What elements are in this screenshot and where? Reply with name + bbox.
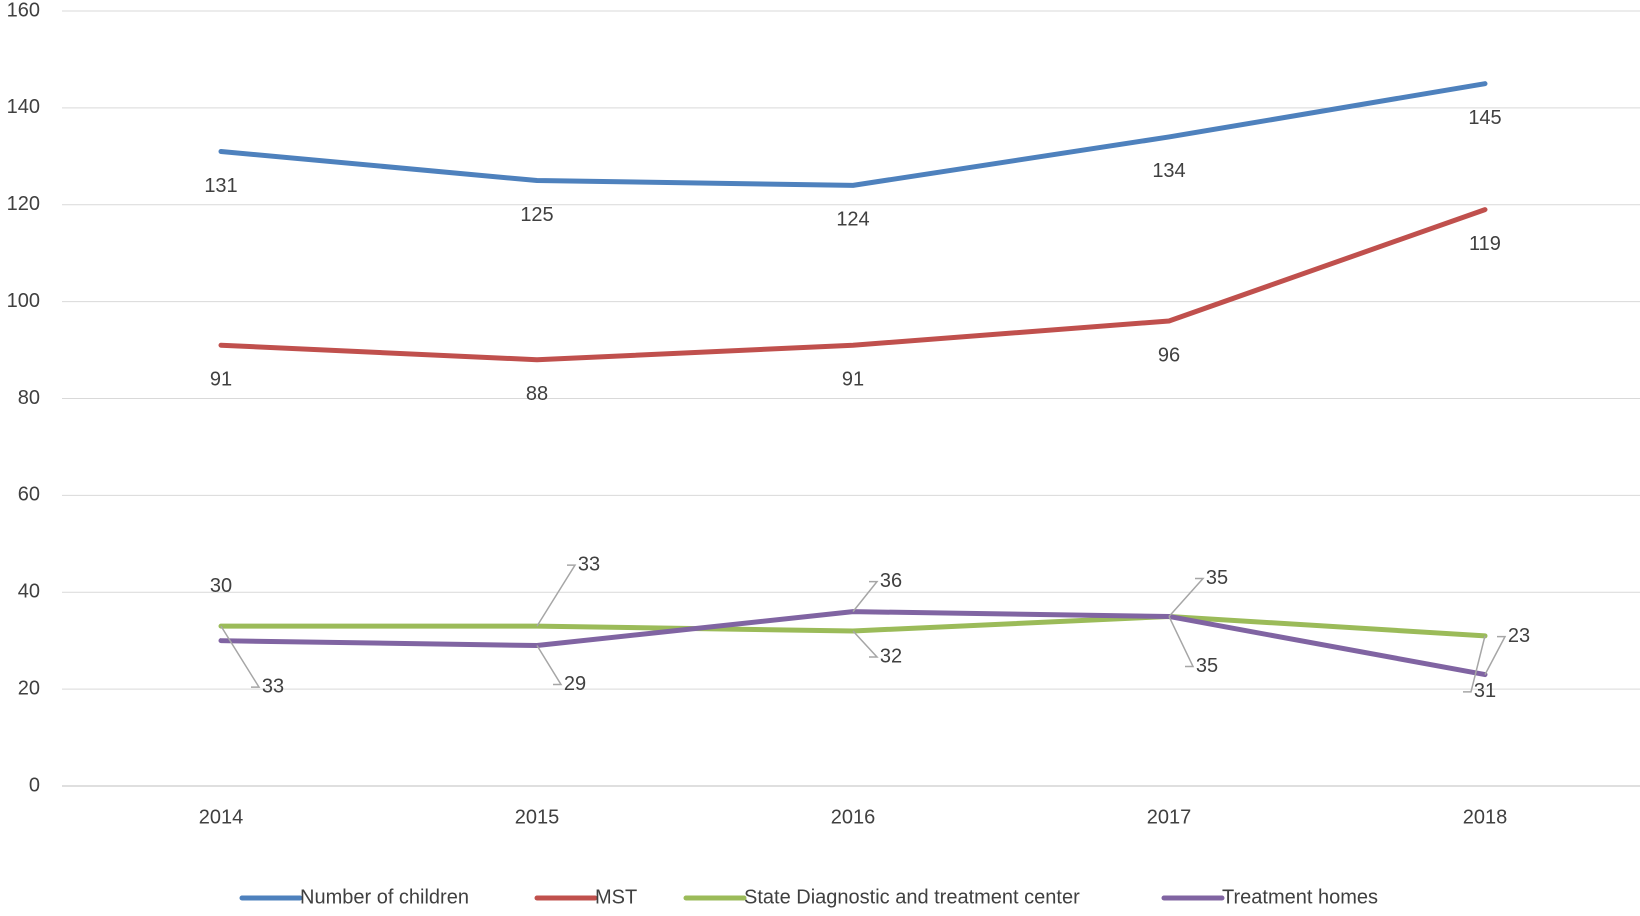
- y-tick-label: 80: [18, 387, 40, 409]
- leader-lines: [220, 564, 1507, 693]
- data-label: 29: [564, 673, 586, 695]
- data-label: 30: [210, 575, 232, 597]
- data-label: 36: [880, 570, 902, 592]
- series-line: [218, 81, 1488, 188]
- series-line: [218, 207, 1488, 363]
- y-tick-label: 140: [7, 96, 40, 118]
- legend-label: State Diagnostic and treatment center: [744, 886, 1080, 908]
- series-line: [218, 613, 1488, 639]
- legend: Number of children MST State Diagnostic an…: [239, 886, 1378, 908]
- y-tick-label: 40: [18, 581, 40, 603]
- leader-line: [1484, 635, 1507, 675]
- data-label: 91: [842, 369, 864, 391]
- x-tick-label: 2014: [199, 806, 244, 828]
- x-tick-label: 2018: [1463, 806, 1508, 828]
- leader-line: [536, 645, 563, 686]
- legend-label: Treatment homes: [1222, 886, 1378, 908]
- leader-line: [1168, 616, 1195, 668]
- y-tick-label: 20: [18, 677, 40, 699]
- data-label: 145: [1468, 107, 1501, 129]
- legend-label: MST: [595, 886, 637, 908]
- y-tick-label: 60: [18, 484, 40, 506]
- y-tick-label: 100: [7, 290, 40, 312]
- x-tick-label: 2015: [515, 806, 560, 828]
- leader-line: [1463, 635, 1486, 693]
- leader-line: [220, 625, 261, 688]
- axes: 0 20 40 60 80 100 120 140 160 2014 2015 2016 2017 201…: [7, 0, 1640, 828]
- data-label: 33: [578, 553, 600, 575]
- data-label: 125: [520, 204, 553, 226]
- data-label: 32: [880, 645, 902, 667]
- leader-line: [852, 580, 879, 613]
- data-label: 119: [1469, 233, 1501, 255]
- data-label: 35: [1206, 567, 1228, 589]
- leader-line: [1168, 577, 1205, 617]
- data-label: 33: [262, 675, 284, 697]
- data-label: 131: [204, 175, 237, 197]
- y-tick-label: 120: [7, 193, 40, 215]
- data-label: 96: [1158, 344, 1180, 366]
- gridlines: [62, 10, 1640, 690]
- leader-line: [536, 564, 577, 627]
- x-tick-label: 2016: [831, 806, 876, 828]
- y-tick-label: 160: [7, 0, 40, 21]
- data-label: 134: [1152, 160, 1185, 182]
- data-label: 124: [836, 209, 869, 231]
- data-label: 31: [1474, 680, 1496, 702]
- data-labels: 131 125 124 134 145 91 88 91 96 119 33 33 32 35 31 30 29…: [204, 107, 1530, 702]
- data-label: 23: [1508, 625, 1530, 647]
- y-tick-label: 0: [29, 774, 40, 796]
- data-label: 91: [210, 369, 232, 391]
- data-label: 88: [526, 383, 548, 405]
- data-label: 35: [1196, 655, 1218, 677]
- x-tick-label: 2017: [1147, 806, 1192, 828]
- legend-label: Number of children: [300, 886, 469, 908]
- leader-line: [852, 630, 879, 658]
- series-line: [218, 609, 1488, 678]
